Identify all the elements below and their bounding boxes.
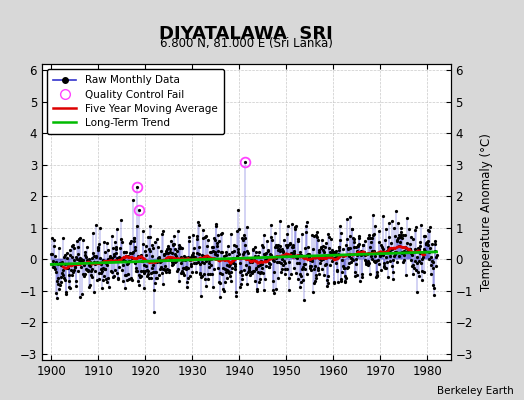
Text: Berkeley Earth: Berkeley Earth [437,386,514,396]
Text: 6.800 N, 81.000 E (Sri Lanka): 6.800 N, 81.000 E (Sri Lanka) [160,37,333,50]
Legend: Raw Monthly Data, Quality Control Fail, Five Year Moving Average, Long-Term Tren: Raw Monthly Data, Quality Control Fail, … [47,69,224,134]
Y-axis label: Temperature Anomaly (°C): Temperature Anomaly (°C) [480,133,493,291]
Title: DIYATALAWA  SRI: DIYATALAWA SRI [159,25,333,43]
